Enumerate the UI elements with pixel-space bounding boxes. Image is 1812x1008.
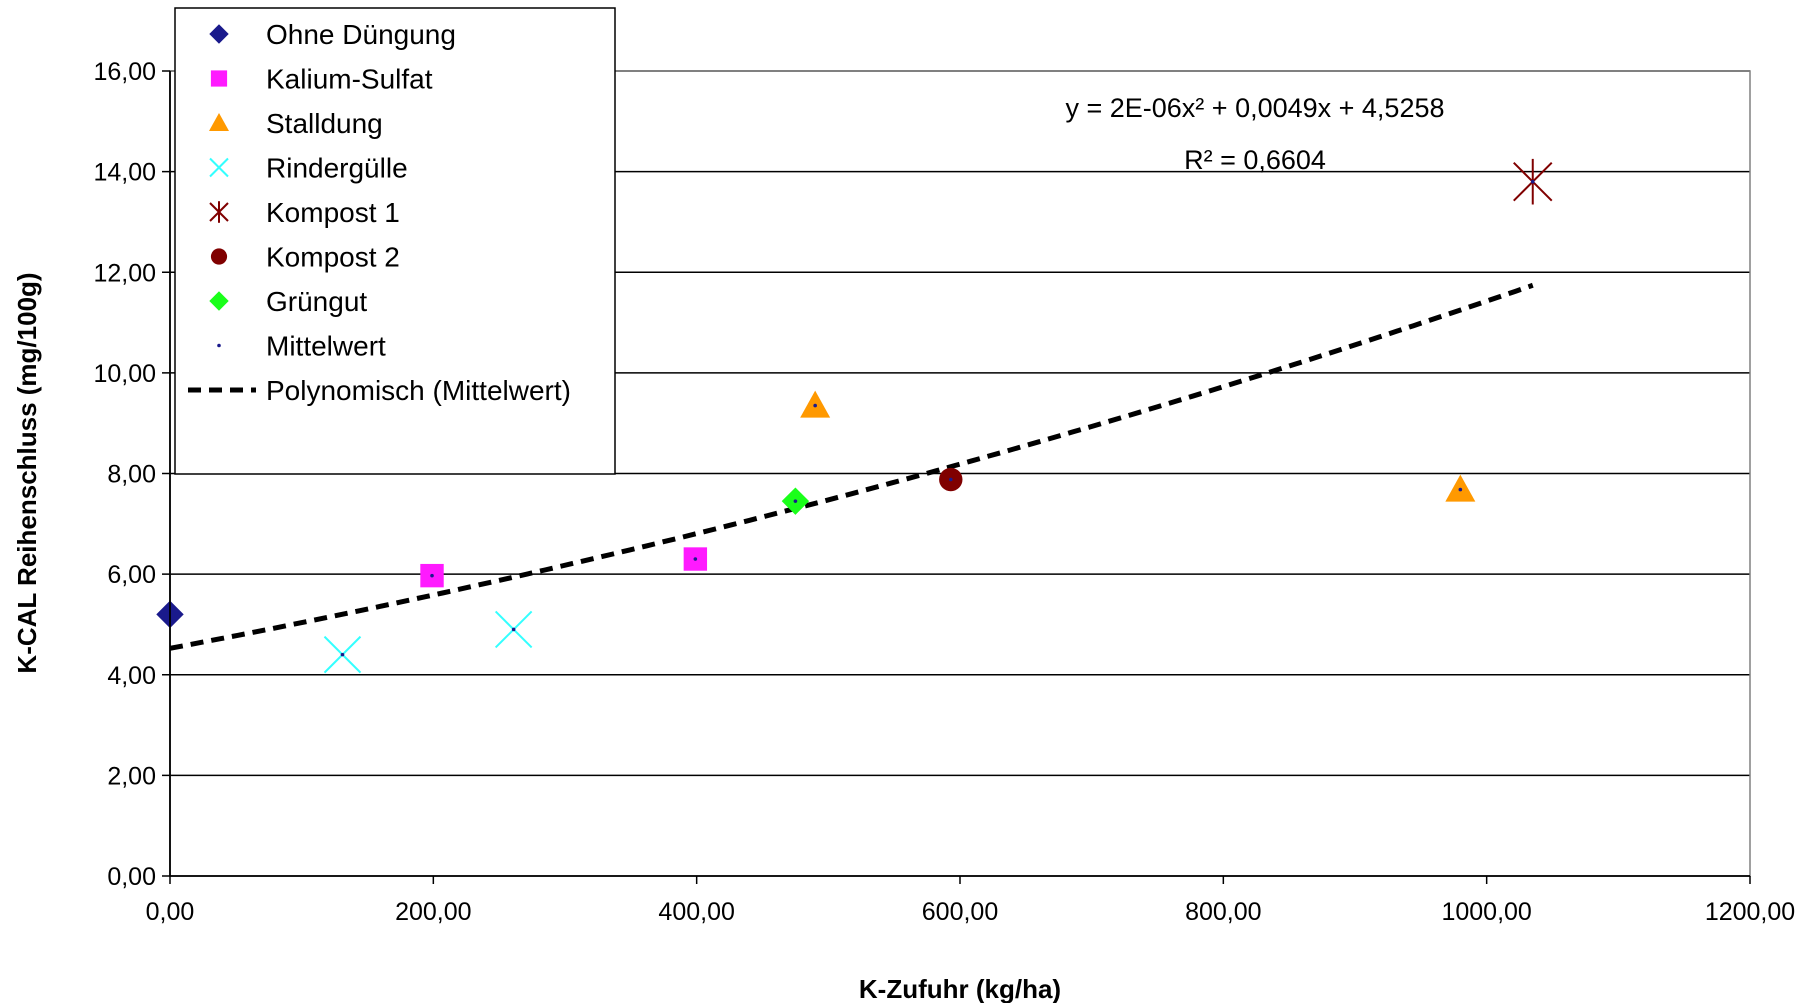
y-tick-label: 0,00 [107, 863, 156, 891]
legend-marker-dot [217, 343, 221, 348]
x-tick-label: 800,00 [1185, 898, 1261, 926]
data-point-dot [813, 403, 817, 408]
y-tick-label: 16,00 [93, 58, 156, 86]
data-point-dot [430, 573, 434, 578]
legend-label: Kompost 2 [266, 242, 400, 273]
tick-labels: 0,00 2,00 4,00 6,00 8,00 10,00 12,00 14,00 16,00… [93, 58, 1795, 926]
data-point-dot [693, 557, 698, 561]
trendline-r-squared: R² = 0,6604 [1184, 145, 1326, 175]
y-tick-label: 8,00 [107, 461, 156, 489]
legend-label: Stalldung [266, 108, 383, 139]
legend-marker-diamond [209, 291, 229, 311]
legend-label: Kalium-Sulfat [266, 64, 433, 95]
trendline-equation: y = 2E-06x² + 0,0049x + 4,5258 [1065, 93, 1444, 123]
legend-label: Ohne Düngung [266, 19, 456, 50]
legend-label: Mittelwert [266, 331, 386, 362]
y-tick-label: 4,00 [107, 662, 156, 690]
data-point-dot [793, 499, 798, 503]
y-tick-label: 10,00 [93, 360, 156, 388]
legend-marker-x [209, 157, 229, 178]
data-point-dot [511, 627, 516, 632]
legend-marker-diamond [209, 24, 229, 44]
legend-box [174, 7, 616, 475]
x-tick-label: 200,00 [395, 898, 471, 926]
legend-marker-square [210, 70, 228, 87]
legend-label: Grüngut [266, 286, 367, 317]
x-tick-label: 600,00 [922, 898, 998, 926]
axes [162, 70, 1751, 884]
y-axis-title: K-CAL Reihenschluss (mg/100g) [12, 272, 42, 673]
x-tick-label: 400,00 [658, 898, 734, 926]
x-tick-label: 1000,00 [1441, 898, 1531, 926]
data-point-dot [1530, 179, 1535, 184]
data-point-dot [340, 652, 345, 657]
data-point-dot [948, 477, 953, 482]
y-tick-label: 2,00 [107, 762, 156, 790]
legend-marker-triangle [209, 113, 229, 131]
legend-marker-circle [210, 248, 228, 265]
y-tick-label: 12,00 [93, 259, 156, 287]
legend-label: Rindergülle [266, 153, 408, 184]
trendline-path [169, 282, 1534, 651]
data-point-dot [1458, 487, 1463, 492]
legend-label: Kompost 1 [266, 197, 400, 228]
legend-label: Polynomisch (Mittelwert) [266, 375, 571, 406]
y-tick-label: 14,00 [93, 159, 156, 187]
trendline-layer [169, 282, 1534, 651]
x-axis-title: K-Zufuhr (kg/ha) [859, 974, 1061, 1003]
y-tick-label: 6,00 [107, 561, 156, 589]
legend-marker-asterisk [209, 201, 229, 223]
legend: Ohne Düngung Kalium-Sulfat Stalldung Rinder… [174, 7, 616, 475]
x-tick-label: 1200,00 [1705, 898, 1795, 926]
legend-items: Ohne Düngung Kalium-Sulfat Stalldung Rinder… [188, 19, 571, 406]
x-tick-label: 0,00 [146, 898, 195, 926]
